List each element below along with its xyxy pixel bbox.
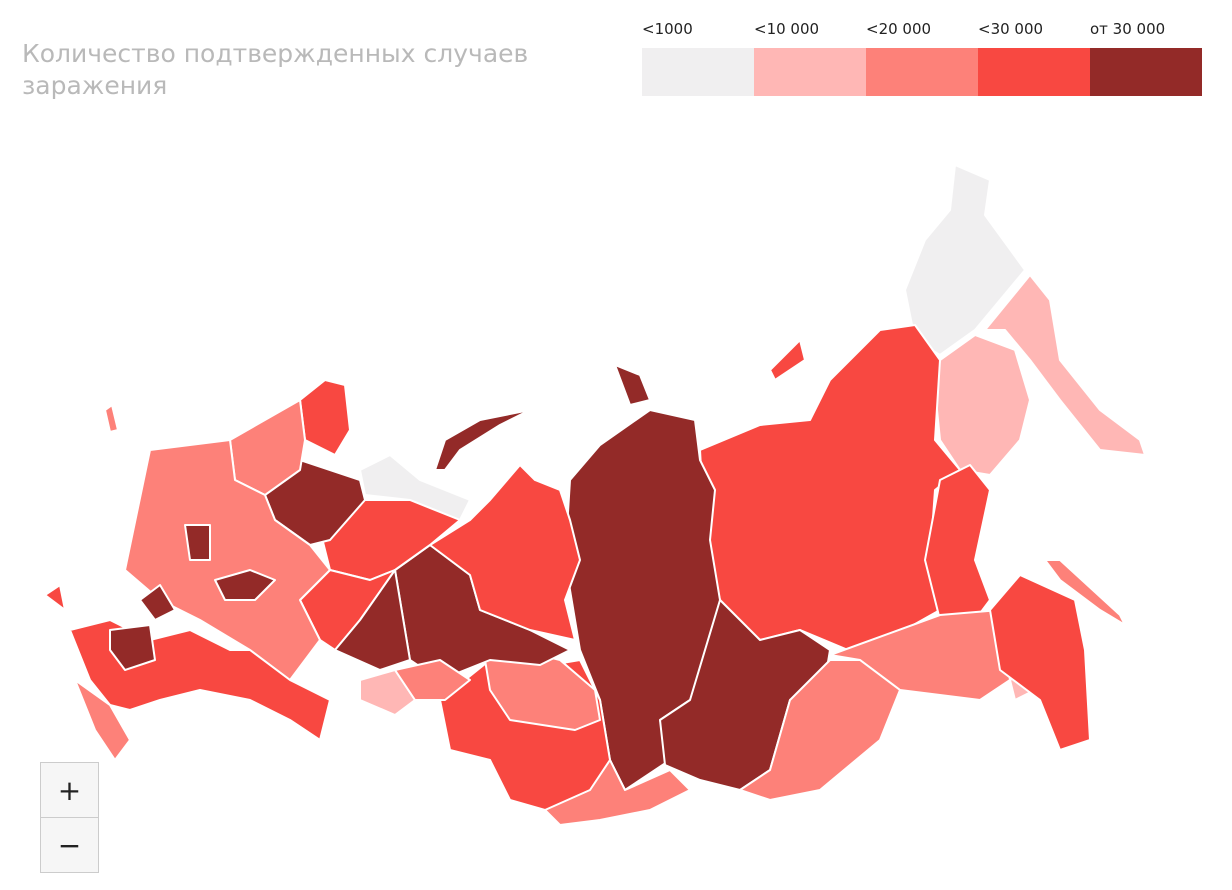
legend-swatch [1090,48,1202,96]
region [614,364,651,406]
region [394,659,471,701]
legend-label: <10 000 [754,20,820,38]
region [184,524,211,561]
legend-swatch [642,48,754,96]
region [334,569,411,671]
region [359,454,471,521]
region [1044,559,1126,626]
legend-item: <30 000 [978,20,1090,96]
legend-swatch [754,48,866,96]
legend-item: <1000 [642,20,754,96]
region [924,464,991,641]
region [434,409,531,471]
region [904,164,1026,356]
region [299,379,351,456]
legend-swatch [978,48,1090,96]
region [934,334,1031,476]
region [989,574,1091,751]
legend-label: от 30 000 [1090,20,1166,38]
region [104,404,119,433]
region [109,624,156,671]
zoom-out-button[interactable]: − [40,817,99,873]
legend-label: <30 000 [978,20,1044,38]
region [359,669,416,716]
legend-item: от 30 000 [1090,20,1202,96]
region [769,339,806,381]
legend-item: <10 000 [754,20,866,96]
region [74,679,131,761]
region [984,274,1146,456]
zoom-in-button[interactable]: + [40,762,99,818]
legend-label: <1000 [642,20,693,38]
chart-title: Количество подтвержденных случаев зараже… [22,39,529,100]
region [214,569,276,601]
legend: <1000 <10 000 <20 000 <30 000 от 30 000 [642,20,1202,96]
region [739,659,901,801]
legend-label: <20 000 [866,20,932,38]
region [139,584,176,621]
region [44,584,66,611]
region [699,324,961,656]
legend-item: <20 000 [866,20,978,96]
legend-swatch [866,48,978,96]
region [429,464,581,641]
